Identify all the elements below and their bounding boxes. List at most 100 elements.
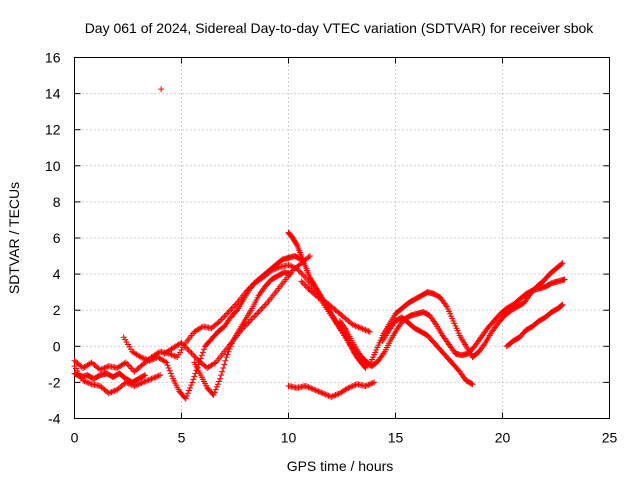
data-point: [184, 345, 191, 352]
data-point: [190, 376, 197, 383]
y-tick-label: 8: [53, 194, 61, 210]
data-point: [359, 325, 366, 332]
data-point: [167, 370, 174, 377]
data-point: [97, 366, 104, 373]
data-point: [224, 351, 231, 358]
data-point: [371, 379, 378, 386]
y-tick-label: 2: [53, 302, 61, 318]
y-tick-label: 0: [53, 338, 61, 354]
data-point: [215, 378, 222, 385]
data-point: [111, 387, 118, 394]
data-point: [322, 391, 329, 398]
data-point: [210, 392, 217, 399]
data-point: [110, 388, 117, 395]
data-point: [329, 393, 336, 400]
data-point: [188, 382, 195, 389]
data-point: [198, 352, 205, 359]
data-point: [353, 323, 360, 330]
data-point: [344, 336, 351, 343]
y-tick-label: 4: [53, 266, 61, 282]
series-arc-h: [298, 278, 373, 335]
data-point: [122, 379, 129, 386]
x-axis-title: GPS time / hours: [287, 458, 394, 474]
series-arc-i: [285, 379, 378, 400]
data-point: [304, 383, 311, 390]
data-point: [143, 356, 150, 363]
data-point: [309, 386, 316, 393]
data-point: [358, 325, 365, 332]
data-point: [142, 378, 149, 385]
data-point: [318, 389, 325, 396]
y-tick-label: 12: [45, 122, 61, 138]
data-point: [365, 381, 372, 388]
data-point: [148, 375, 155, 382]
grid: [74, 57, 610, 419]
data-point: [163, 359, 170, 366]
data-point: [561, 276, 568, 283]
data-point: [131, 383, 138, 390]
data-point: [185, 347, 192, 354]
data-point: [84, 379, 91, 386]
axis-ticks: 0 5 10 15 20 25 -4 -2 0 2 4 6 8 10 12 14 16: [45, 50, 618, 446]
data-point: [225, 348, 232, 355]
x-tick-label: 0: [71, 430, 79, 446]
data-point: [293, 241, 300, 248]
data-point: [81, 378, 88, 385]
data-point: [328, 393, 335, 400]
data-point: [324, 392, 331, 399]
data-point: [121, 360, 128, 367]
data-point: [222, 357, 229, 364]
data-point: [311, 386, 318, 393]
data-point: [256, 307, 263, 314]
data-point: [155, 372, 162, 379]
data-point: [168, 351, 175, 358]
data-point: [191, 373, 198, 380]
data-point: [147, 376, 154, 383]
data-point: [331, 392, 338, 399]
data-point: [166, 367, 173, 374]
series-arc-b: [71, 370, 149, 386]
data-point: [101, 364, 108, 371]
data-point: [85, 380, 92, 387]
data-point: [356, 324, 363, 331]
data-point: [137, 354, 144, 361]
data-point: [559, 260, 566, 267]
data-point: [285, 262, 292, 269]
y-axis-title: SDTVAR / TECUs: [6, 182, 22, 294]
data-points: [71, 86, 568, 402]
data-point: [165, 364, 172, 371]
data-point: [316, 389, 323, 396]
data-point: [345, 384, 352, 391]
data-point: [366, 381, 373, 388]
data-point: [227, 343, 234, 350]
data-point: [169, 352, 176, 359]
data-point: [157, 372, 164, 379]
data-point: [171, 352, 178, 359]
data-point: [252, 312, 259, 319]
series-arc-g: [285, 229, 369, 371]
data-point: [362, 364, 369, 371]
data-point: [319, 390, 326, 397]
data-point: [228, 340, 235, 347]
data-point: [221, 361, 228, 368]
data-point: [87, 380, 94, 387]
data-point: [139, 354, 146, 361]
data-point: [366, 328, 373, 335]
data-point: [98, 366, 105, 373]
data-point: [191, 353, 198, 360]
data-point: [127, 364, 134, 371]
x-tick-label: 15: [388, 430, 404, 446]
data-point: [192, 354, 199, 361]
data-point: [255, 309, 262, 316]
data-point: [139, 379, 146, 386]
data-point: [105, 390, 112, 397]
data-point: [108, 389, 115, 396]
data-point: [286, 262, 293, 269]
data-point: [218, 316, 225, 323]
data-point: [107, 389, 114, 396]
data-point: [469, 381, 476, 388]
data-point: [140, 355, 147, 362]
x-tick-label: 5: [178, 430, 186, 446]
data-point: [332, 392, 339, 399]
